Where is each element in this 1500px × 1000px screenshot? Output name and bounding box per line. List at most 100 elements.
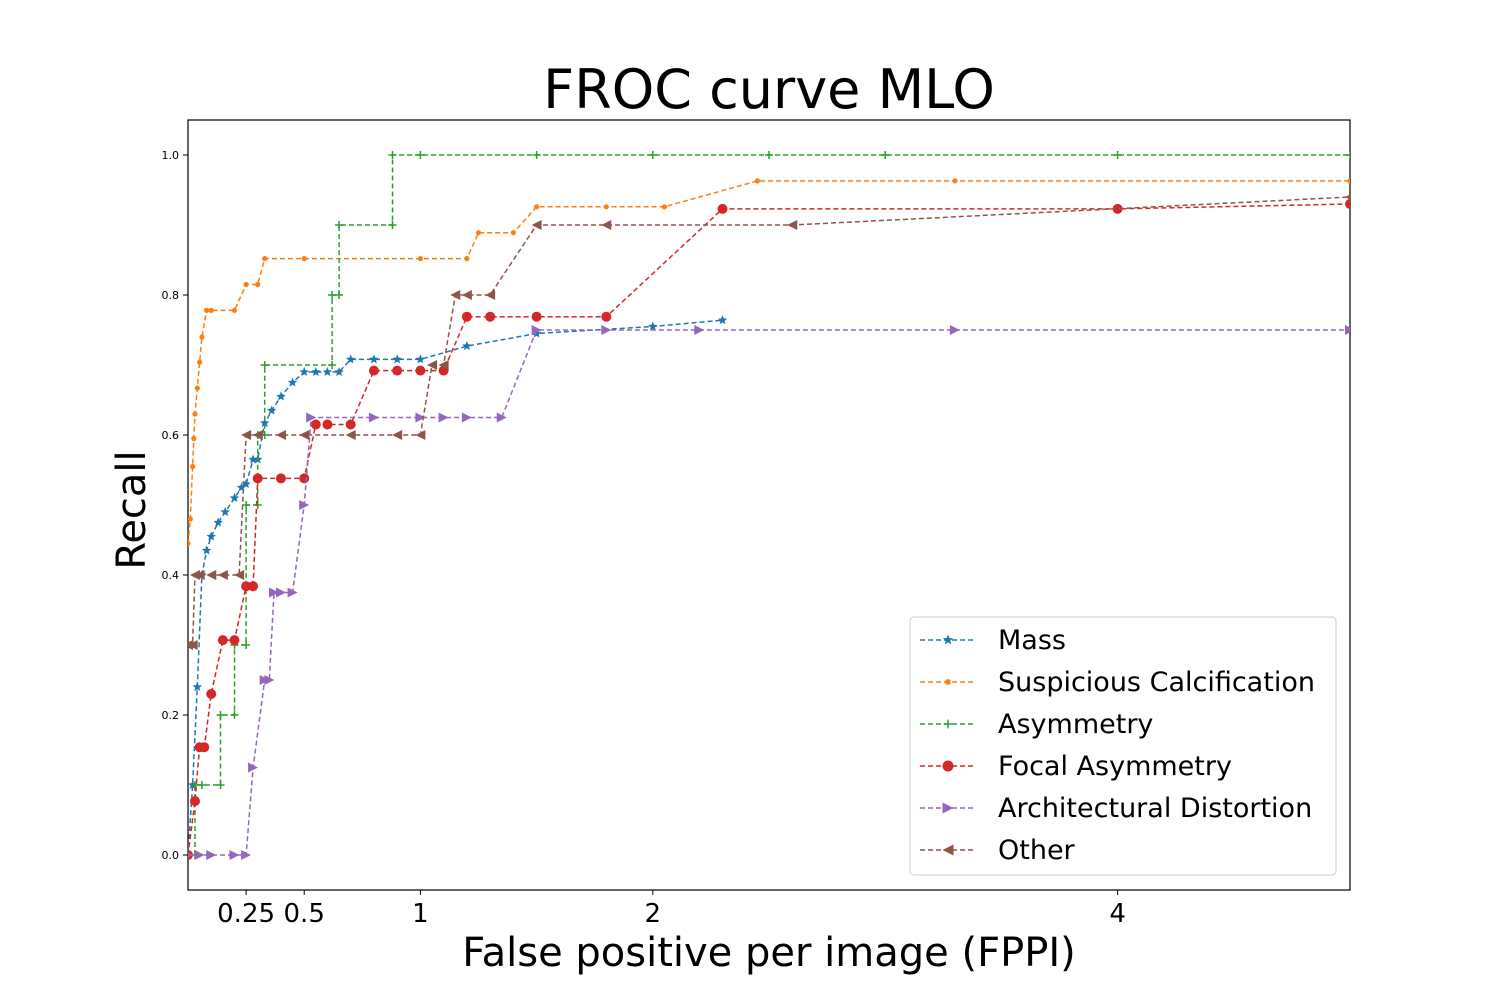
data-point xyxy=(275,473,286,484)
data-point xyxy=(1113,151,1122,159)
legend-frame xyxy=(909,616,1337,876)
data-point xyxy=(248,762,259,773)
legend-item: Architectural Distortion xyxy=(920,793,1312,824)
data-point xyxy=(229,635,240,646)
data-point xyxy=(206,531,216,541)
legend-marker xyxy=(945,679,951,685)
y-tick-label: 1.0 xyxy=(162,149,180,162)
legend-item: Mass xyxy=(920,625,1066,656)
data-point xyxy=(266,405,277,415)
data-point xyxy=(230,711,239,719)
data-point xyxy=(217,635,228,646)
data-point xyxy=(264,675,275,685)
data-point xyxy=(231,307,238,313)
data-point xyxy=(464,256,470,262)
y-tick-label: 0.8 xyxy=(162,289,180,302)
data-point xyxy=(243,281,249,288)
data-point xyxy=(531,328,542,338)
data-point xyxy=(241,850,252,860)
data-point xyxy=(462,341,472,351)
data-point xyxy=(1345,194,1350,200)
data-point xyxy=(236,482,247,492)
data-point xyxy=(216,711,225,719)
data-point xyxy=(234,570,245,580)
data-point xyxy=(531,220,542,230)
data-point xyxy=(388,221,397,229)
data-point xyxy=(190,781,199,789)
data-point xyxy=(216,781,225,789)
x-tick-label: 4 xyxy=(1109,899,1126,929)
data-point xyxy=(601,325,612,335)
data-point xyxy=(194,385,200,391)
data-point xyxy=(310,419,321,430)
series-layer xyxy=(188,151,1350,860)
legend-label: Asymmetry xyxy=(998,709,1153,740)
data-point xyxy=(192,682,203,691)
data-point xyxy=(648,151,657,159)
data-point xyxy=(661,204,668,210)
data-point xyxy=(1345,325,1350,335)
data-point xyxy=(229,850,240,860)
data-point xyxy=(438,412,449,423)
data-point xyxy=(450,290,461,300)
x-tick-label: 1 xyxy=(412,899,429,929)
legend-marker xyxy=(942,802,954,814)
legend-marker xyxy=(942,634,954,645)
data-point xyxy=(252,473,263,484)
data-point xyxy=(252,430,263,440)
data-point xyxy=(417,256,423,262)
data-point xyxy=(206,689,217,699)
data-point xyxy=(248,581,259,592)
data-point xyxy=(601,220,612,230)
data-point xyxy=(415,412,426,423)
legend-item: Asymmetry xyxy=(920,709,1153,740)
legend-item: Focal Asymmetry xyxy=(920,751,1232,782)
data-point xyxy=(694,325,705,335)
y-tick-label: 0.0 xyxy=(162,849,180,862)
data-point xyxy=(416,151,425,159)
data-point xyxy=(1346,151,1350,159)
data-point xyxy=(438,360,449,370)
data-point xyxy=(206,570,217,580)
data-point xyxy=(388,151,397,159)
series-suspicious-calcification xyxy=(188,178,1350,547)
series-other xyxy=(188,194,1350,650)
x-tick-label: 2 xyxy=(645,899,662,929)
data-point xyxy=(241,479,251,488)
series-line xyxy=(194,154,1350,855)
series-mass xyxy=(188,315,728,859)
data-point xyxy=(717,315,728,325)
data-point xyxy=(754,178,760,184)
data-point xyxy=(188,516,193,522)
x-axis-ticks: 0.25 0.5 1 2 4 xyxy=(217,890,1126,929)
data-point xyxy=(255,281,261,288)
data-point xyxy=(217,570,228,580)
data-point xyxy=(461,290,472,300)
data-point xyxy=(461,311,472,322)
data-point xyxy=(345,354,356,364)
data-point xyxy=(220,507,230,516)
series-line xyxy=(188,196,1350,646)
legend-item: Other xyxy=(920,835,1076,866)
data-point xyxy=(415,430,426,440)
data-point xyxy=(485,290,496,300)
data-point xyxy=(427,360,438,370)
data-point xyxy=(242,501,251,509)
data-point xyxy=(415,365,426,376)
data-point xyxy=(287,587,298,598)
data-point xyxy=(601,311,612,322)
data-point xyxy=(259,418,270,428)
data-point xyxy=(241,581,252,592)
data-point xyxy=(532,151,541,159)
data-point xyxy=(415,354,426,364)
data-point xyxy=(199,742,210,753)
series-line xyxy=(188,180,1350,544)
data-point xyxy=(1112,203,1123,214)
data-point xyxy=(201,545,212,555)
data-point xyxy=(369,354,379,364)
data-point xyxy=(345,430,356,440)
data-point xyxy=(197,359,203,365)
data-point xyxy=(206,850,217,860)
y-tick-label: 0.6 xyxy=(162,429,180,442)
data-point xyxy=(276,391,286,401)
